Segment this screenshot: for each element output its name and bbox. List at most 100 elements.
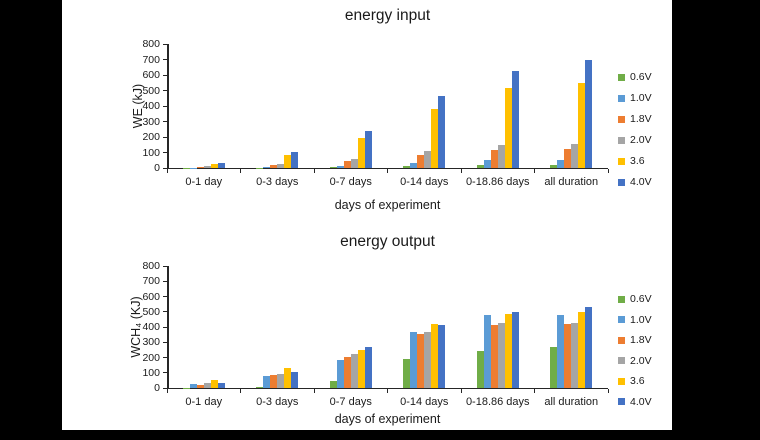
legend-item-1.8V: 1.8V bbox=[618, 334, 652, 346]
legend-item-1.0V: 1.0V bbox=[618, 92, 652, 104]
bar-3.6-0-7 days bbox=[357, 349, 365, 388]
legend-item-2.0V: 2.0V bbox=[618, 134, 652, 146]
legend-label: 3.6 bbox=[630, 155, 645, 167]
bar-1.8V-all duration bbox=[564, 323, 572, 388]
y-tick-mark bbox=[163, 43, 167, 45]
x-tick-mark bbox=[460, 169, 462, 173]
bar-4.0V-0-3 days bbox=[291, 371, 299, 388]
bar-3.6-all duration bbox=[578, 311, 586, 388]
y-tick-label: 700 bbox=[142, 53, 160, 66]
y-tick-mark bbox=[163, 341, 167, 343]
bar-1.8V-0-7 days bbox=[343, 356, 351, 388]
x-category-label: all duration bbox=[544, 396, 599, 408]
legend-item-2.0V: 2.0V bbox=[618, 355, 652, 367]
y-tick-label: 700 bbox=[142, 275, 160, 288]
bar-1.0V-0-18.86 days bbox=[483, 160, 491, 168]
legend-square-icon bbox=[618, 316, 625, 323]
bar-4.0V-0-18.86 days bbox=[511, 311, 519, 388]
y-tick-mark bbox=[163, 372, 167, 374]
legend-label: 2.0V bbox=[630, 354, 652, 367]
y-tick-mark bbox=[163, 59, 167, 60]
y-axis-line bbox=[167, 44, 169, 169]
legend-label: 0.6V bbox=[630, 71, 652, 83]
bar-2.0V-0-1 day bbox=[203, 383, 211, 388]
bar-1.8V-0-14 days bbox=[417, 154, 425, 168]
bar-1.8V-0-1 day bbox=[196, 166, 204, 168]
bar-0.6V-all duration bbox=[550, 346, 558, 388]
x-axis-title: days of experiment bbox=[334, 198, 441, 212]
legend-square-icon bbox=[618, 136, 625, 144]
legend-label: 1.8V bbox=[630, 334, 652, 346]
y-tick-label: 400 bbox=[142, 100, 160, 112]
bar-1.0V-0-14 days bbox=[410, 331, 418, 388]
energy-input-chart: energy input WE (kJ) days of experiment … bbox=[62, 0, 672, 430]
bar-2.0V-0-7 days bbox=[350, 159, 358, 168]
bar-2.0V-0-3 days bbox=[277, 163, 285, 168]
y-tick-label: 300 bbox=[142, 115, 160, 128]
bar-3.6-0-14 days bbox=[431, 323, 439, 388]
y-tick-label: 500 bbox=[142, 84, 160, 97]
legend-label: 1.0V bbox=[630, 313, 652, 326]
bar-1.8V-0-1 day bbox=[196, 384, 204, 388]
bar-3.6-0-18.86 days bbox=[504, 87, 512, 168]
y-tick-mark bbox=[163, 311, 167, 313]
bar-2.0V-all duration bbox=[571, 323, 579, 388]
x-category-label: 0-1 day bbox=[185, 176, 223, 188]
y-tick-label: 800 bbox=[142, 260, 160, 272]
legend-square-icon bbox=[618, 336, 625, 344]
bar-4.0V-0-1 day bbox=[217, 382, 225, 388]
bar-0.6V-all duration bbox=[550, 164, 558, 168]
y-tick-label: 600 bbox=[142, 69, 160, 81]
bar-1.0V-0-3 days bbox=[263, 375, 271, 388]
legend-item-0.6V: 0.6V bbox=[618, 71, 652, 83]
x-category-label: 0-3 days bbox=[256, 396, 299, 408]
bar-2.0V-0-14 days bbox=[424, 331, 432, 388]
bar-1.0V-all duration bbox=[557, 314, 565, 388]
x-axis-line bbox=[167, 167, 608, 169]
legend-square-icon bbox=[618, 398, 625, 405]
y-tick-mark bbox=[163, 167, 167, 169]
x-category-label: 0-3 days bbox=[256, 176, 299, 188]
y-tick-label: 100 bbox=[142, 366, 160, 379]
y-tick-mark bbox=[163, 280, 167, 282]
bar-4.0V-0-14 days bbox=[438, 325, 446, 388]
bar-1.0V-0-7 days bbox=[336, 165, 344, 168]
x-tick-mark bbox=[166, 169, 168, 173]
legend-square-icon bbox=[618, 377, 625, 385]
legend-label: 4.0V bbox=[630, 176, 652, 188]
bar-3.6-0-18.86 days bbox=[504, 313, 512, 388]
bar-1.8V-0-18.86 days bbox=[490, 324, 498, 388]
y-tick-mark bbox=[163, 74, 167, 76]
bar-2.0V-0-14 days bbox=[424, 150, 432, 168]
legend-label: 0.6V bbox=[630, 293, 652, 305]
bar-4.0V-0-7 days bbox=[364, 131, 372, 168]
legend-square-icon bbox=[618, 94, 625, 102]
legend-label: 1.8V bbox=[630, 113, 652, 125]
y-tick-mark bbox=[163, 90, 167, 91]
bar-0.6V-0-18.86 days bbox=[476, 350, 484, 388]
y-axis-line bbox=[167, 266, 169, 389]
y-tick-mark bbox=[163, 387, 167, 389]
bar-3.6-0-7 days bbox=[357, 138, 365, 168]
figure-canvas: energy input WE (kJ) days of experiment … bbox=[62, 0, 672, 430]
legend-square-icon bbox=[618, 295, 625, 303]
legend-item-3.6: 3.6 bbox=[618, 155, 645, 167]
x-category-label: 0-14 days bbox=[400, 396, 449, 408]
y-tick-mark bbox=[163, 326, 167, 328]
legend-item-4.0V: 4.0V bbox=[618, 176, 652, 188]
bar-4.0V-0-3 days bbox=[291, 152, 299, 168]
bar-4.0V-0-7 days bbox=[364, 346, 372, 388]
y-tick-label: 100 bbox=[142, 146, 160, 159]
x-tick-mark bbox=[607, 389, 609, 393]
bar-0.6V-0-14 days bbox=[403, 165, 411, 168]
bar-0.6V-0-18.86 days bbox=[476, 164, 484, 168]
bar-0.6V-0-14 days bbox=[403, 359, 411, 388]
legend-item-0.6V: 0.6V bbox=[618, 293, 652, 305]
bar-1.8V-0-3 days bbox=[270, 164, 278, 168]
legend-item-3.6: 3.6 bbox=[618, 375, 645, 387]
y-tick-label: 0 bbox=[154, 162, 160, 174]
legend-item-1.0V: 1.0V bbox=[618, 314, 652, 326]
x-tick-mark bbox=[166, 389, 168, 393]
x-axis-line bbox=[167, 387, 608, 389]
